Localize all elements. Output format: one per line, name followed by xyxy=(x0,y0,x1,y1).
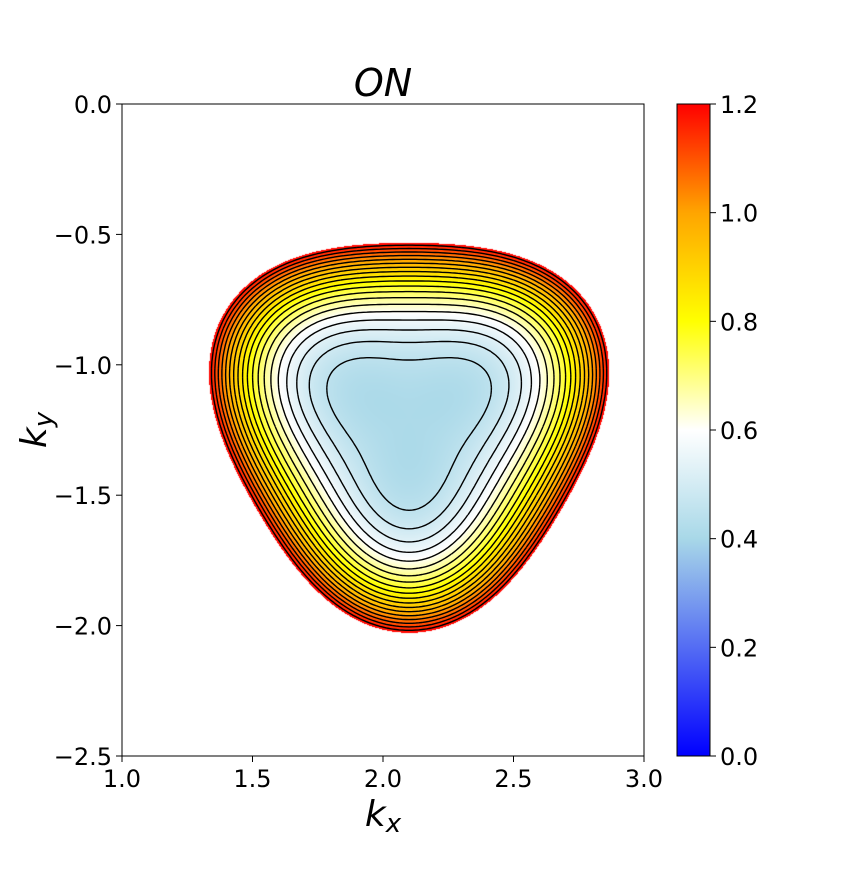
colorbar-tick-label: 0.4 xyxy=(720,526,758,554)
y-axis-title: ky xyxy=(14,411,59,448)
contour-lines xyxy=(210,244,608,631)
plot-area xyxy=(122,104,644,756)
contour-line xyxy=(214,247,605,628)
x-tick-label: 1.5 xyxy=(233,765,271,793)
contour-line xyxy=(237,270,581,604)
colorbar-tick-label: 1.2 xyxy=(720,91,758,119)
colorbar-tick-label: 0.8 xyxy=(720,308,758,336)
contour-line xyxy=(296,329,523,543)
contour-line xyxy=(251,285,567,589)
contour-line xyxy=(308,340,510,530)
y-tick-label: −1.5 xyxy=(54,482,112,510)
x-axis-ticks: 1.0 1.5 2.0 2.5 3.0 xyxy=(103,756,663,793)
contour-line xyxy=(270,303,548,570)
x-tick-label: 3.0 xyxy=(625,765,663,793)
y-tick-label: −1.0 xyxy=(54,352,112,380)
x-tick-label: 2.0 xyxy=(364,765,402,793)
colorbar xyxy=(676,103,711,757)
colorbar-tick-label: 0.2 xyxy=(720,634,758,662)
contour-line xyxy=(228,262,590,613)
y-tick-label: −0.5 xyxy=(54,221,112,249)
x-tick-label: 1.0 xyxy=(103,765,141,793)
contour-line xyxy=(246,280,572,594)
y-tick-label: −2.0 xyxy=(54,613,112,641)
contour-line xyxy=(210,244,608,631)
colorbar-ticks: 0.0 0.2 0.4 0.6 0.8 1.0 1.2 xyxy=(710,91,758,771)
contour-line xyxy=(326,357,493,511)
colorbar-tick-label: 0.6 xyxy=(720,417,758,445)
contour-line xyxy=(233,266,586,609)
contour-line xyxy=(224,258,594,617)
chart-title: ON xyxy=(354,61,412,105)
colorbar-tick-label: 1.0 xyxy=(720,200,758,228)
x-axis-title: kx xyxy=(365,794,402,839)
heatmap-fill xyxy=(122,104,644,756)
contour-line xyxy=(257,290,561,583)
contour-line xyxy=(221,254,597,621)
contour-line xyxy=(263,297,555,577)
y-tick-label: 0.0 xyxy=(74,91,112,119)
y-tick-label: −2.5 xyxy=(54,743,112,771)
colorbar-tick-label: 0.0 xyxy=(720,743,758,771)
contour-line xyxy=(286,319,533,553)
contour-line xyxy=(241,275,577,599)
x-tick-label: 2.5 xyxy=(494,765,532,793)
contour-line xyxy=(217,251,601,624)
contour-line xyxy=(277,310,541,562)
y-axis-ticks: 0.0 −0.5 −1.0 −1.5 −2.0 −2.5 xyxy=(54,91,122,771)
